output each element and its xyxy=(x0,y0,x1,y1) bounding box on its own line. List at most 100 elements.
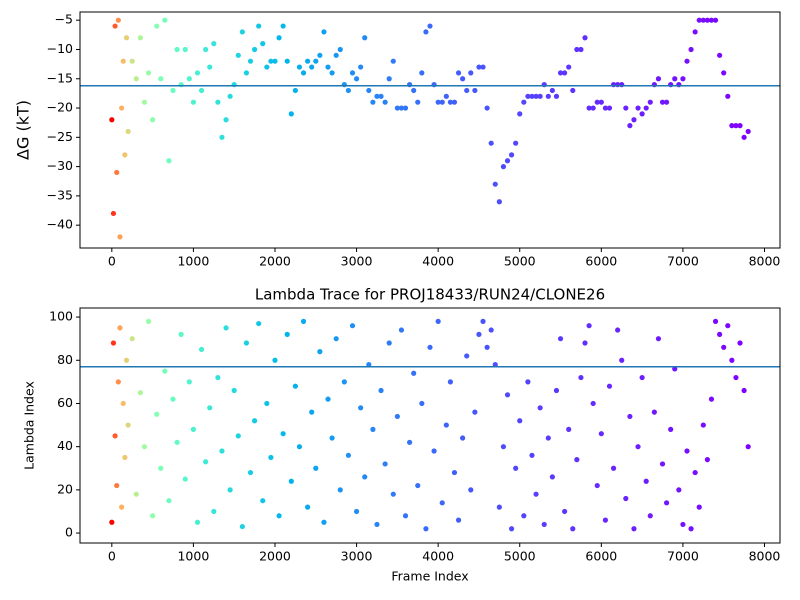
plot-area xyxy=(109,17,751,240)
point xyxy=(123,35,130,41)
point xyxy=(741,387,747,394)
x-tick-label: 3000 xyxy=(341,549,373,564)
point xyxy=(631,117,637,123)
point xyxy=(288,111,294,117)
point xyxy=(239,523,245,530)
y-tick-label: −25 xyxy=(47,129,73,144)
point xyxy=(684,58,690,64)
point xyxy=(341,379,347,385)
point xyxy=(484,105,490,111)
point xyxy=(496,504,502,510)
point xyxy=(394,105,400,111)
x-tick-label: 6000 xyxy=(585,254,617,269)
point xyxy=(264,400,270,407)
point xyxy=(525,93,531,99)
point xyxy=(382,461,388,467)
point xyxy=(145,318,152,324)
point xyxy=(154,411,160,417)
point xyxy=(545,435,551,441)
point xyxy=(305,504,311,510)
point xyxy=(386,76,392,82)
point xyxy=(643,478,649,484)
point xyxy=(333,52,339,58)
point xyxy=(488,140,494,146)
point xyxy=(292,383,298,389)
point xyxy=(672,366,678,372)
y-tick-label: −10 xyxy=(47,41,73,56)
point xyxy=(300,318,307,324)
point xyxy=(309,409,315,415)
point xyxy=(288,478,294,484)
point xyxy=(484,344,490,350)
point xyxy=(353,508,360,515)
point xyxy=(525,379,531,385)
y-tick-label: 20 xyxy=(57,481,73,496)
point xyxy=(120,58,126,64)
point xyxy=(114,169,120,176)
point xyxy=(423,526,429,532)
point xyxy=(427,23,433,29)
point xyxy=(598,99,604,105)
point xyxy=(374,521,380,528)
point xyxy=(733,374,739,381)
point xyxy=(651,409,657,415)
point xyxy=(602,105,609,111)
point xyxy=(500,444,507,450)
point xyxy=(309,64,315,70)
point xyxy=(517,418,523,424)
x-tick-label: 6000 xyxy=(585,549,617,564)
point xyxy=(272,357,278,363)
point xyxy=(688,526,694,532)
point xyxy=(349,70,356,76)
point xyxy=(122,454,128,461)
point xyxy=(655,336,662,342)
point xyxy=(468,70,474,76)
point xyxy=(480,318,486,324)
point xyxy=(415,482,421,489)
point xyxy=(110,210,117,217)
point xyxy=(647,513,653,519)
point xyxy=(251,46,258,53)
point xyxy=(194,70,201,76)
point xyxy=(545,93,551,99)
point xyxy=(668,426,674,432)
point xyxy=(125,422,131,428)
point xyxy=(337,46,343,53)
point xyxy=(557,336,564,342)
y-axis-label: ΔG (kT) xyxy=(14,100,33,160)
point xyxy=(541,521,547,528)
point xyxy=(504,158,511,164)
point xyxy=(227,93,233,99)
point xyxy=(521,99,527,105)
point xyxy=(700,17,706,23)
point xyxy=(680,521,686,528)
point xyxy=(203,459,209,465)
point xyxy=(737,340,743,346)
point xyxy=(745,444,751,450)
point xyxy=(566,64,572,70)
point xyxy=(284,58,290,64)
point xyxy=(574,46,580,53)
point xyxy=(590,400,596,407)
point xyxy=(492,361,498,368)
point xyxy=(729,123,735,129)
point xyxy=(264,64,270,70)
point xyxy=(488,327,494,333)
point xyxy=(594,482,600,489)
point xyxy=(115,379,121,385)
point xyxy=(219,448,225,454)
point xyxy=(345,87,352,94)
point xyxy=(125,128,131,135)
point xyxy=(562,508,568,515)
point xyxy=(427,344,433,350)
point xyxy=(582,340,588,346)
x-tick-label: 1000 xyxy=(177,254,209,269)
point xyxy=(513,465,519,471)
point xyxy=(329,435,335,441)
point xyxy=(549,87,555,94)
point xyxy=(733,123,739,129)
point xyxy=(186,76,192,82)
point xyxy=(504,392,511,398)
y-tick-label: −5 xyxy=(55,12,73,27)
point xyxy=(627,413,633,420)
